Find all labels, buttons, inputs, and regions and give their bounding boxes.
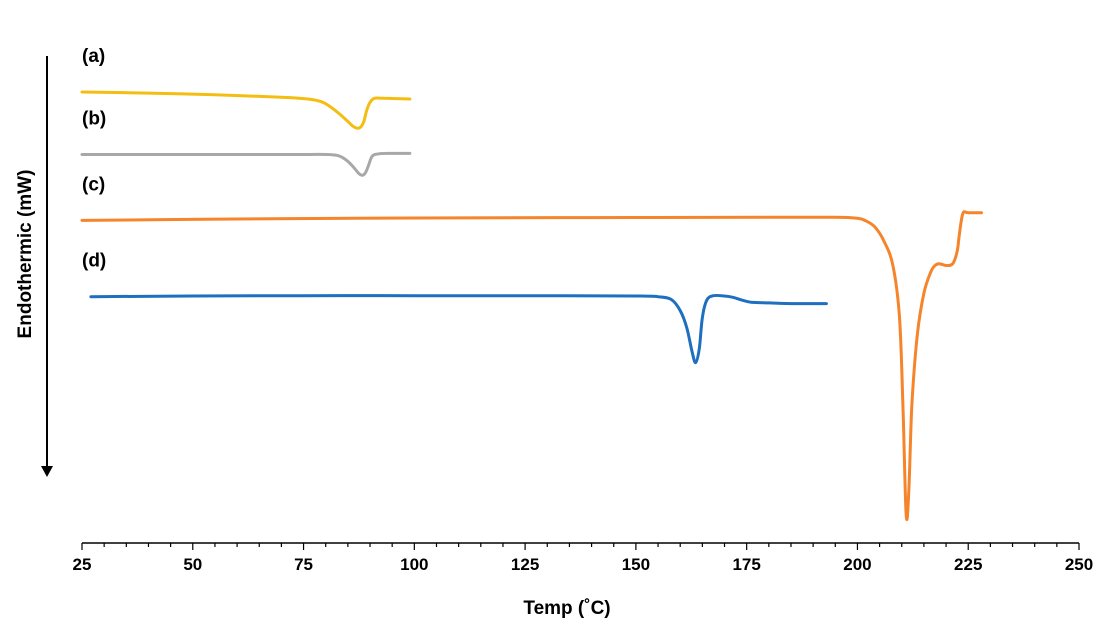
x-axis-title: Temp (˚C) bbox=[523, 598, 610, 619]
x-tick-label: 125 bbox=[511, 555, 539, 574]
x-axis-ticks bbox=[81, 543, 1080, 550]
x-tick-label: 175 bbox=[732, 555, 760, 574]
x-tick-label: 75 bbox=[294, 555, 313, 574]
series-label-a: (a) bbox=[82, 46, 105, 67]
x-tick-label: 100 bbox=[400, 555, 428, 574]
y-axis-title: Endothermic (mW) bbox=[15, 170, 36, 339]
x-tick-label: 225 bbox=[954, 555, 982, 574]
series-label-d: (d) bbox=[82, 251, 106, 272]
series-line-c bbox=[80, 210, 983, 522]
series-lines bbox=[80, 90, 983, 522]
series-label-b: (b) bbox=[82, 109, 106, 130]
y-axis-arrow-head bbox=[41, 466, 53, 477]
series-label-c: (c) bbox=[82, 174, 105, 195]
x-tick-label: 50 bbox=[183, 555, 202, 574]
x-tick-label: 150 bbox=[622, 555, 650, 574]
x-tick-label: 25 bbox=[73, 555, 92, 574]
series-line-d bbox=[89, 293, 828, 365]
panel-labels: (a) (b) (c) (d) bbox=[82, 46, 106, 272]
x-tick-label: 200 bbox=[843, 555, 871, 574]
x-axis-tick-labels: 25 50 75 100 125 150 175 200 225 250 bbox=[73, 555, 1094, 574]
x-tick-label: 250 bbox=[1065, 555, 1093, 574]
series-line-a bbox=[80, 90, 412, 130]
series-line-b bbox=[80, 151, 412, 177]
